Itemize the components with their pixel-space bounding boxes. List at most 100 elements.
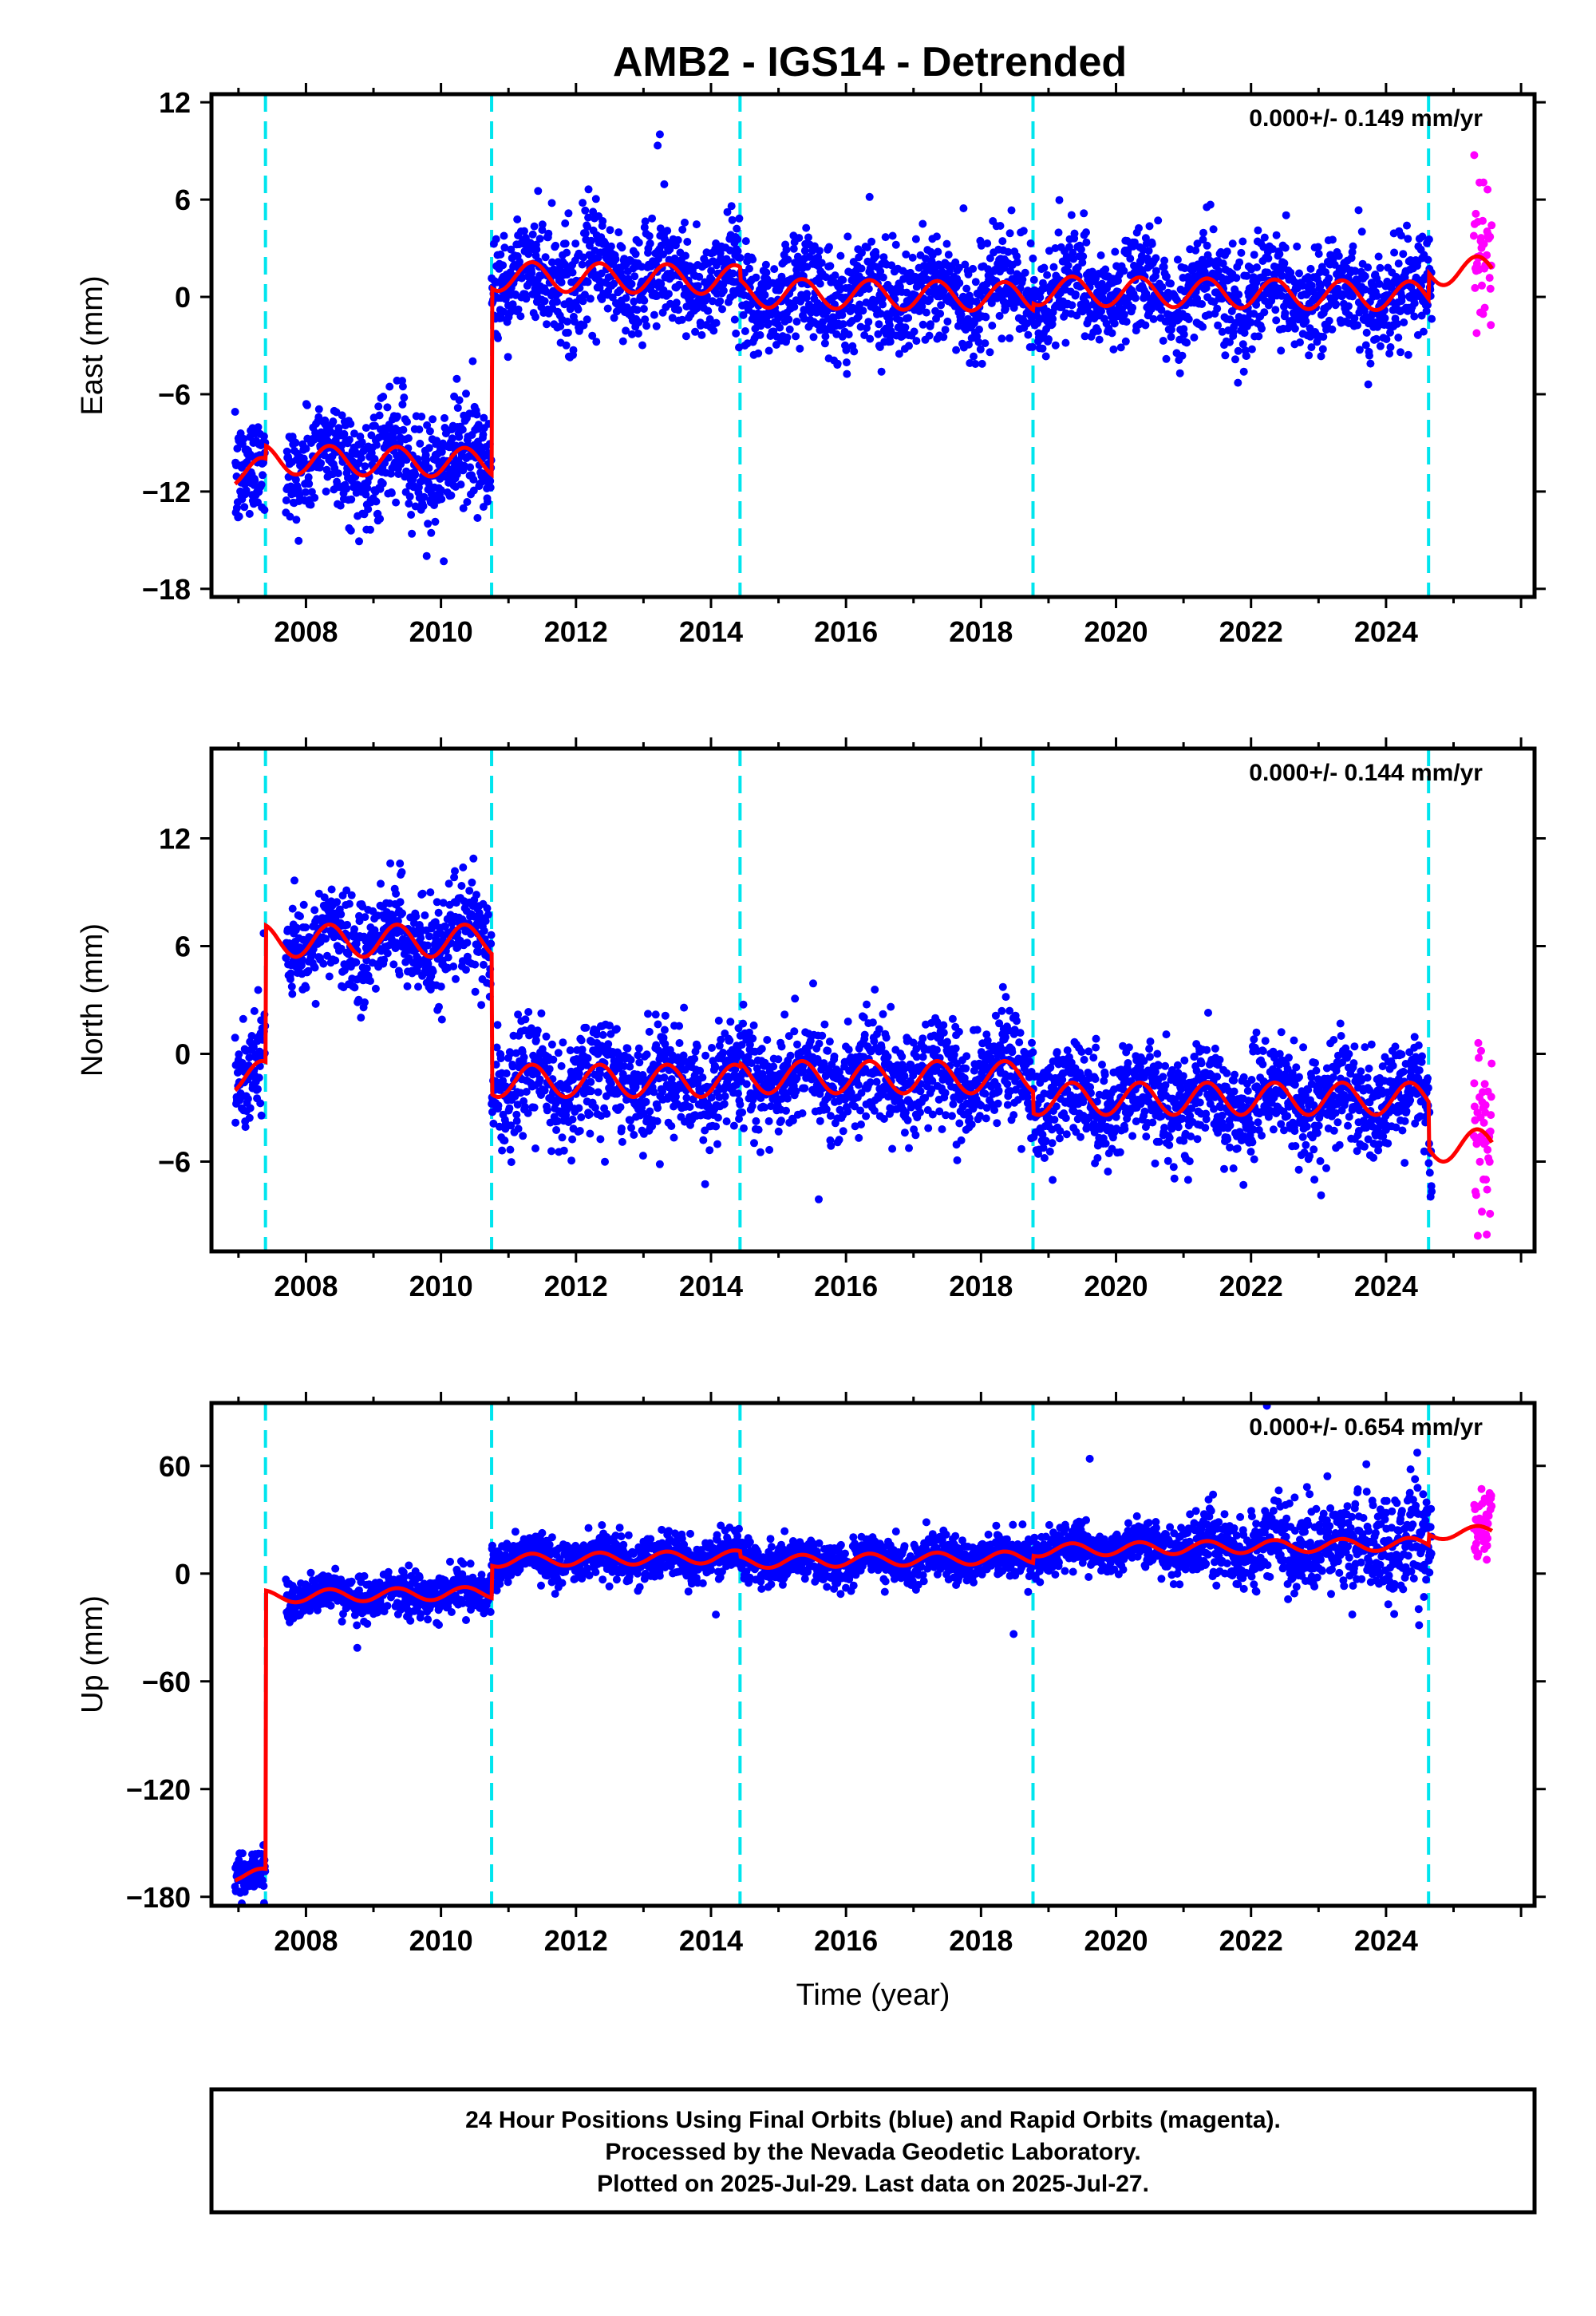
data-point xyxy=(749,255,757,264)
data-point xyxy=(825,243,833,251)
data-point xyxy=(1206,200,1215,209)
y-tick-label: 0 xyxy=(175,281,191,314)
data-point xyxy=(774,1127,783,1136)
data-point xyxy=(449,962,458,970)
data-point xyxy=(480,413,488,422)
data-point xyxy=(603,304,612,313)
data-point xyxy=(868,1018,877,1027)
data-point xyxy=(361,462,369,471)
data-point xyxy=(1049,314,1057,323)
data-point xyxy=(1135,223,1143,232)
data-point xyxy=(1263,268,1272,277)
data-point xyxy=(1237,248,1246,257)
data-point xyxy=(733,235,742,243)
data-point xyxy=(1041,352,1050,361)
data-point xyxy=(877,1043,886,1052)
data-point xyxy=(871,986,879,994)
data-point xyxy=(1013,258,1021,267)
data-point xyxy=(681,332,690,341)
data-point xyxy=(918,320,927,329)
data-point xyxy=(708,1044,716,1052)
plot-area xyxy=(231,94,1496,597)
data-point xyxy=(1419,327,1428,336)
data-point xyxy=(918,219,927,228)
data-point xyxy=(551,241,560,250)
data-point xyxy=(754,349,763,358)
data-point xyxy=(1005,229,1014,238)
data-point xyxy=(942,239,951,248)
data-point xyxy=(423,421,432,429)
data-point xyxy=(403,417,411,426)
data-point xyxy=(522,1088,531,1096)
data-point xyxy=(505,1104,514,1113)
data-point xyxy=(628,330,636,338)
data-point xyxy=(1376,263,1385,272)
data-point xyxy=(987,298,996,307)
data-point xyxy=(1068,301,1077,310)
data-point xyxy=(450,873,459,882)
data-point xyxy=(322,487,330,496)
data-point xyxy=(1193,239,1202,248)
data-point xyxy=(838,310,847,319)
data-point xyxy=(680,1003,689,1012)
data-point xyxy=(792,318,801,326)
data-point xyxy=(259,458,267,467)
data-point xyxy=(1390,248,1399,257)
data-point xyxy=(291,476,300,484)
data-point xyxy=(393,412,401,421)
data-point xyxy=(642,322,651,330)
data-point xyxy=(1213,304,1222,313)
data-point xyxy=(1234,378,1242,387)
data-point xyxy=(1226,338,1234,346)
data-point xyxy=(594,1088,602,1097)
data-point xyxy=(291,438,300,447)
data-point xyxy=(843,1018,852,1026)
data-point xyxy=(875,320,883,329)
data-point xyxy=(372,497,381,506)
data-point xyxy=(1238,237,1247,246)
data-point xyxy=(701,1051,710,1060)
data-point xyxy=(398,909,406,918)
data-point xyxy=(1483,185,1492,194)
data-point xyxy=(782,1106,790,1115)
data-point xyxy=(345,899,354,908)
data-point xyxy=(246,1104,255,1113)
data-point xyxy=(879,1010,887,1018)
data-point xyxy=(1219,259,1227,268)
data-point xyxy=(483,904,492,913)
data-point xyxy=(302,401,311,409)
data-point xyxy=(350,429,358,438)
data-point xyxy=(582,1023,591,1032)
data-point xyxy=(733,224,741,233)
data-point xyxy=(1282,211,1290,219)
data-point xyxy=(1410,312,1419,321)
data-point xyxy=(334,469,342,478)
data-point xyxy=(1260,233,1269,242)
data-point xyxy=(922,308,930,317)
data-point xyxy=(641,315,650,324)
data-point xyxy=(542,1032,551,1041)
data-point xyxy=(584,185,593,194)
data-point xyxy=(756,330,764,339)
data-point xyxy=(704,306,713,315)
data-point xyxy=(891,240,900,249)
data-point xyxy=(627,279,636,288)
data-point xyxy=(419,502,428,511)
data-point xyxy=(707,267,716,275)
data-point xyxy=(912,337,921,346)
data-point xyxy=(709,326,718,335)
data-point xyxy=(618,337,627,346)
data-point xyxy=(579,297,587,306)
data-point xyxy=(988,322,997,330)
x-tick-label: 2012 xyxy=(544,615,608,648)
data-point xyxy=(559,1146,568,1155)
data-point xyxy=(459,504,468,512)
data-point xyxy=(556,322,565,330)
data-point xyxy=(562,341,571,350)
data-point xyxy=(396,860,405,868)
data-point xyxy=(1375,279,1384,288)
data-point xyxy=(480,927,488,935)
data-point xyxy=(935,292,944,301)
data-point xyxy=(306,500,315,509)
final-orbits-points xyxy=(231,130,1436,566)
